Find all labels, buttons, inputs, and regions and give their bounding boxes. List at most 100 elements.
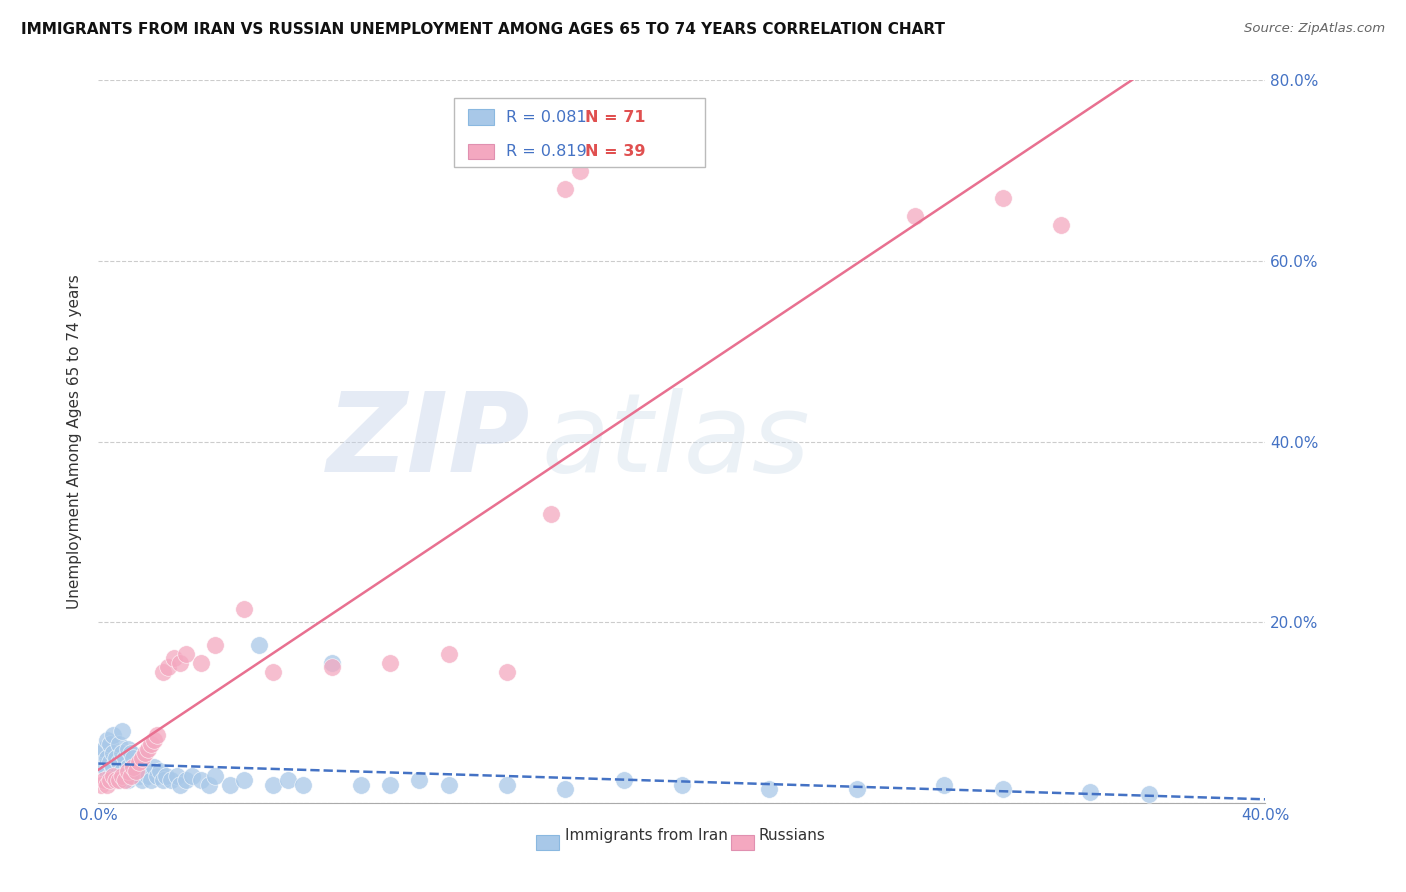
Point [131, 773, 153, 788]
Point [350, 778, 373, 792]
Point [247, 638, 270, 652]
Point [104, 750, 127, 764]
Point [125, 764, 148, 779]
Text: IMMIGRANTS FROM IRAN VS RUSSIAN UNEMPLOYMENT AMONG AGES 65 TO 74 YEARS CORRELATI: IMMIGRANTS FROM IRAN VS RUSSIAN UNEMPLOY… [21, 22, 945, 37]
Point [96, 778, 118, 792]
Point [93, 773, 115, 788]
Point [136, 741, 159, 756]
Point [233, 773, 256, 788]
Point [540, 507, 562, 521]
Point [190, 656, 212, 670]
Bar [536, 835, 560, 850]
Point [904, 209, 927, 223]
Point [437, 778, 460, 792]
Text: ZIP: ZIP [326, 388, 530, 495]
Point [174, 773, 197, 788]
Point [104, 773, 127, 788]
Point [96, 764, 118, 779]
Point [169, 656, 191, 670]
Point [101, 769, 124, 783]
Point [218, 778, 240, 792]
Text: Immigrants from Iran: Immigrants from Iran [565, 828, 728, 843]
Bar [731, 835, 754, 850]
Point [131, 750, 153, 764]
Point [117, 773, 139, 788]
Point [134, 746, 156, 760]
Point [108, 773, 131, 788]
Point [117, 764, 139, 779]
Point [114, 769, 136, 783]
Point [108, 755, 131, 769]
Point [136, 769, 159, 783]
Point [157, 660, 180, 674]
Text: N = 71: N = 71 [585, 110, 645, 125]
Point [146, 728, 169, 742]
Text: Source: ZipAtlas.com: Source: ZipAtlas.com [1244, 22, 1385, 36]
Point [117, 741, 139, 756]
Point [321, 656, 343, 670]
Point [262, 778, 284, 792]
Bar [468, 144, 494, 160]
Point [139, 773, 162, 788]
Point [671, 778, 693, 792]
Point [101, 773, 124, 788]
Point [1050, 218, 1073, 232]
Point [233, 601, 256, 615]
Point [98, 769, 121, 783]
Point [152, 665, 174, 679]
Point [163, 651, 186, 665]
Point [262, 665, 284, 679]
Point [98, 773, 121, 788]
Point [101, 746, 124, 760]
Point [174, 647, 197, 661]
Point [1080, 785, 1102, 799]
Point [554, 182, 576, 196]
Point [142, 732, 165, 747]
Point [128, 755, 150, 769]
Point [114, 773, 136, 788]
Point [120, 764, 142, 779]
Point [122, 750, 145, 764]
Point [111, 746, 134, 760]
Point [122, 769, 145, 783]
Text: R = 0.819: R = 0.819 [506, 144, 586, 159]
Point [108, 737, 131, 751]
Point [93, 760, 115, 774]
Y-axis label: Unemployment Among Ages 65 to 74 years: Unemployment Among Ages 65 to 74 years [66, 274, 82, 609]
Point [155, 769, 177, 783]
Point [934, 778, 956, 792]
Point [1137, 787, 1160, 801]
Point [554, 782, 576, 797]
Point [277, 773, 299, 788]
Point [321, 660, 343, 674]
Point [131, 750, 153, 764]
Point [90, 778, 112, 792]
Point [101, 760, 124, 774]
Point [111, 723, 134, 738]
Text: N = 39: N = 39 [585, 144, 645, 159]
Text: Russians: Russians [759, 828, 825, 843]
Point [93, 741, 115, 756]
Point [149, 764, 172, 779]
Point [408, 773, 430, 788]
Text: R = 0.081: R = 0.081 [506, 110, 586, 125]
Bar [468, 110, 494, 125]
Point [96, 750, 118, 764]
Point [380, 656, 402, 670]
Point [437, 647, 460, 661]
Point [90, 746, 112, 760]
Point [96, 732, 118, 747]
Point [104, 769, 127, 783]
Point [198, 778, 221, 792]
Point [160, 773, 183, 788]
Point [496, 778, 519, 792]
Point [146, 769, 169, 783]
Point [991, 191, 1014, 205]
Point [152, 773, 174, 788]
Text: atlas: atlas [541, 388, 810, 495]
Point [111, 769, 134, 783]
Point [291, 778, 314, 792]
Point [125, 764, 148, 779]
Point [114, 750, 136, 764]
Point [98, 755, 121, 769]
